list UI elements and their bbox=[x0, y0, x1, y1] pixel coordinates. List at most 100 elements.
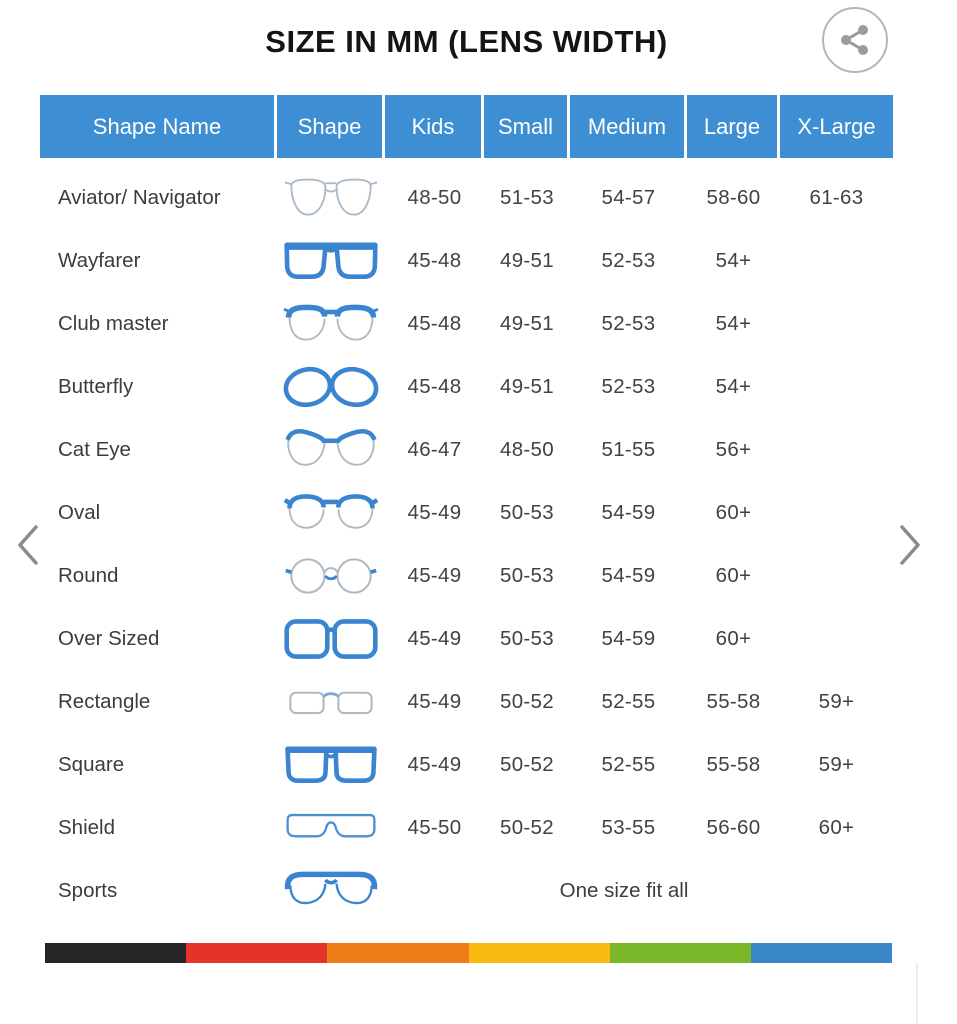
stripe-segment bbox=[609, 943, 751, 963]
size-cell-large: 55-58 bbox=[706, 689, 761, 713]
clubmaster-glasses-icon bbox=[277, 300, 385, 348]
column-header-large: Large bbox=[687, 95, 780, 158]
size-cell-small: 50-52 bbox=[500, 752, 554, 776]
table-row: Cat Eye 46-47 48-50 51-55 56+ bbox=[40, 418, 893, 481]
butterfly-glasses-icon bbox=[277, 363, 385, 411]
size-cell-medium: 54-59 bbox=[601, 500, 656, 524]
size-cell-kids: 45-48 bbox=[407, 311, 462, 335]
chevron-right-icon bbox=[897, 523, 923, 570]
column-header-kids: Kids bbox=[385, 95, 484, 158]
size-cell-small: 50-53 bbox=[500, 626, 554, 650]
stripe-segment bbox=[45, 943, 187, 963]
size-cell-large: 58-60 bbox=[706, 185, 761, 209]
size-cell-kids: 45-49 bbox=[407, 500, 462, 524]
size-cell-small: 49-51 bbox=[500, 248, 554, 272]
size-cell-kids: 45-48 bbox=[407, 248, 462, 272]
size-cell-small: 51-53 bbox=[500, 185, 554, 209]
shape-name-cell: Rectangle bbox=[58, 689, 151, 713]
size-cell-medium: 53-55 bbox=[601, 815, 656, 839]
size-cell-small: 50-52 bbox=[500, 815, 554, 839]
share-button[interactable] bbox=[822, 7, 888, 73]
stripe-segment bbox=[468, 943, 610, 963]
shape-name-cell: Wayfarer bbox=[58, 248, 141, 272]
size-cell-xlarge: 60+ bbox=[818, 815, 855, 839]
one-size-note: One size fit all bbox=[559, 878, 689, 902]
size-cell-kids: 45-49 bbox=[407, 689, 462, 713]
size-cell-large: 55-58 bbox=[706, 752, 761, 776]
round-glasses-icon bbox=[277, 552, 385, 600]
size-cell-large: 60+ bbox=[715, 626, 752, 650]
shape-name-cell: Round bbox=[58, 563, 119, 587]
size-cell-medium: 54-57 bbox=[601, 185, 656, 209]
size-cell-large: 54+ bbox=[715, 374, 752, 398]
table-body: Aviator/ Navigator 48-50 51-53 54-57 58-60 61… bbox=[40, 158, 893, 922]
size-cell-xlarge: 59+ bbox=[818, 752, 855, 776]
size-cell-medium: 52-55 bbox=[601, 752, 656, 776]
size-cell-medium: 54-59 bbox=[601, 563, 656, 587]
size-cell-medium: 52-53 bbox=[601, 374, 656, 398]
shape-name-cell: Over Sized bbox=[58, 626, 160, 650]
size-cell-kids: 45-48 bbox=[407, 374, 462, 398]
size-cell-large: 56+ bbox=[715, 437, 752, 461]
size-cell-medium: 52-53 bbox=[601, 311, 656, 335]
rectangle-glasses-icon bbox=[277, 678, 385, 726]
table-row: Rectangle 45-49 50-52 52-55 55-58 59+ bbox=[40, 670, 893, 733]
shape-name-cell: Square bbox=[58, 752, 125, 776]
carousel-edge-divider bbox=[916, 963, 918, 1024]
size-cell-small: 50-53 bbox=[500, 500, 554, 524]
shape-name-cell: Cat Eye bbox=[58, 437, 131, 461]
size-cell-large: 54+ bbox=[715, 248, 752, 272]
column-header-xlarge: X-Large bbox=[797, 113, 876, 139]
size-cell-kids: 45-50 bbox=[407, 815, 462, 839]
shape-name-cell: Sports bbox=[58, 878, 118, 902]
table-row: Square 45-49 50-52 52-55 55-58 59+ bbox=[40, 733, 893, 796]
stripe-segment bbox=[327, 943, 469, 963]
page-title: SIZE IN MM (LENS WIDTH) bbox=[265, 24, 668, 59]
column-header-shape: Shape bbox=[277, 95, 385, 158]
stripe-segment bbox=[186, 943, 328, 963]
table-header: Shape Name Shape Kids Small Medium Large… bbox=[40, 95, 893, 158]
size-cell-large: 56-60 bbox=[706, 815, 761, 839]
carousel-prev-button[interactable] bbox=[8, 522, 48, 570]
column-header-medium: Medium bbox=[570, 95, 687, 158]
size-cell-kids: 45-49 bbox=[407, 626, 462, 650]
size-cell-small: 50-52 bbox=[500, 689, 554, 713]
size-cell-medium: 51-55 bbox=[601, 437, 656, 461]
oversized-glasses-icon bbox=[277, 615, 385, 663]
size-cell-small: 49-51 bbox=[500, 311, 554, 335]
size-cell-medium: 54-59 bbox=[601, 626, 656, 650]
table-row: Butterfly 45-48 49-51 52-53 54+ bbox=[40, 355, 893, 418]
sports-glasses-icon bbox=[277, 867, 385, 915]
size-cell-kids: 48-50 bbox=[407, 185, 462, 209]
table-row: Aviator/ Navigator 48-50 51-53 54-57 58-60 61… bbox=[40, 166, 893, 229]
shape-name-cell: Shield bbox=[58, 815, 115, 839]
wayfarer-glasses-icon bbox=[277, 237, 385, 285]
column-header-shape-name: Shape Name bbox=[40, 95, 277, 158]
size-cell-kids: 45-49 bbox=[407, 563, 462, 587]
size-cell-small: 50-53 bbox=[500, 563, 554, 587]
square-glasses-icon bbox=[277, 741, 385, 789]
table-row: Shield 45-50 50-52 53-55 56-60 60+ bbox=[40, 796, 893, 859]
oval-glasses-icon bbox=[277, 489, 385, 537]
table-row: Sports One size fit all bbox=[40, 859, 893, 922]
footer-color-stripe bbox=[45, 943, 893, 963]
size-cell-kids: 46-47 bbox=[407, 437, 462, 461]
size-cell-medium: 52-53 bbox=[601, 248, 656, 272]
table-row: Over Sized 45-49 50-53 54-59 60+ bbox=[40, 607, 893, 670]
shape-name-cell: Butterfly bbox=[58, 374, 134, 398]
table-row: Oval 45-49 50-53 54-59 60+ bbox=[40, 481, 893, 544]
size-cell-medium: 52-55 bbox=[601, 689, 656, 713]
shape-name-cell: Oval bbox=[58, 500, 101, 524]
carousel-next-button[interactable] bbox=[890, 522, 930, 570]
shape-name-cell: Club master bbox=[58, 311, 169, 335]
chevron-left-icon bbox=[15, 523, 41, 570]
aviator-glasses-icon bbox=[277, 174, 385, 222]
shape-name-cell: Aviator/ Navigator bbox=[58, 185, 221, 209]
size-cell-xlarge: 59+ bbox=[818, 689, 855, 713]
size-cell-small: 49-51 bbox=[500, 374, 554, 398]
size-cell-large: 60+ bbox=[715, 563, 752, 587]
column-header-small: Small bbox=[484, 95, 570, 158]
size-cell-large: 54+ bbox=[715, 311, 752, 335]
stripe-segment bbox=[750, 943, 893, 963]
